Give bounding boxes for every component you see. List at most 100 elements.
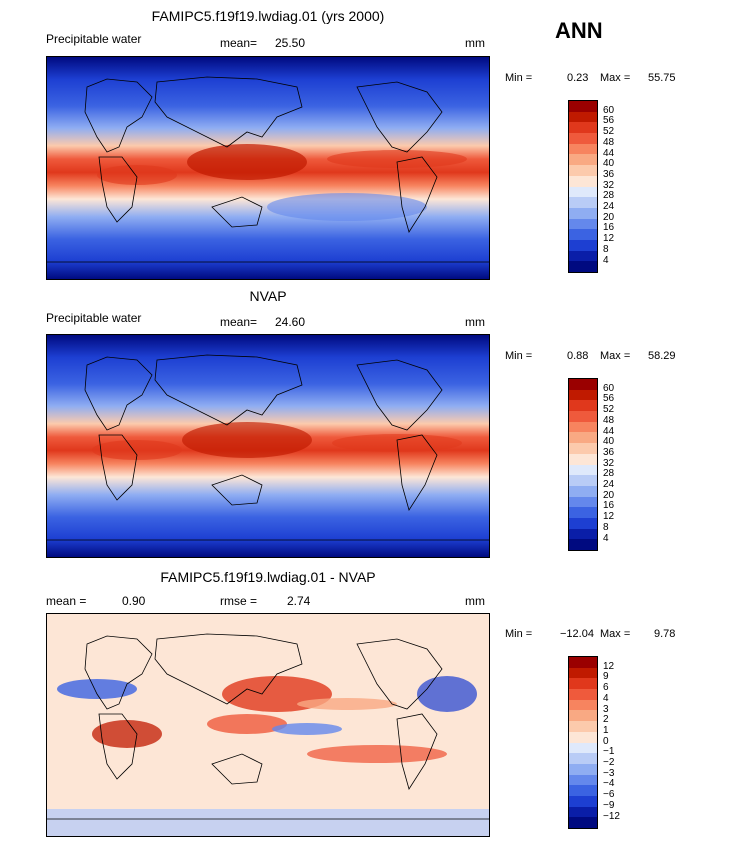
colorbar-swatch	[569, 742, 597, 754]
panel-3-map-field	[47, 614, 489, 836]
panel-3-rmse-value: 2.74	[287, 594, 311, 608]
colorbar-tick-label: 8	[603, 243, 609, 255]
panel-1-min-label: Min =	[505, 72, 533, 84]
colorbar-tick-label: 28	[603, 468, 615, 480]
colorbar-tick-label: 16	[603, 500, 615, 512]
colorbar-tick-label: 6	[603, 682, 609, 694]
colorbar-swatch	[569, 143, 597, 155]
panel-1-colorbar	[568, 100, 598, 273]
panel-2-units: mm	[465, 315, 485, 329]
colorbar-swatch	[569, 774, 597, 786]
panel-1-variable-label: Precipitable water	[46, 32, 142, 46]
colorbar-swatch	[569, 261, 597, 272]
colorbar-tick-label: 0	[603, 735, 609, 747]
colorbar-tick-label: −1	[603, 746, 615, 758]
colorbar-tick-label: 20	[603, 489, 615, 501]
colorbar-swatch	[569, 721, 597, 732]
colorbar-swatch	[569, 485, 597, 497]
colorbar-tick-label: 20	[603, 211, 615, 223]
colorbar-tick-label: −2	[603, 757, 615, 768]
colorbar-tick-label: 52	[603, 126, 615, 138]
colorbar-tick-label: 3	[603, 703, 609, 715]
panel-1-max-label: Max =	[600, 72, 631, 84]
panel-1-mean-label: mean=	[220, 36, 258, 50]
panel-3-map	[46, 613, 490, 837]
colorbar-tick-label: 56	[603, 393, 615, 405]
colorbar-tick-label: 48	[603, 136, 615, 148]
colorbar-swatch	[569, 133, 597, 144]
colorbar-swatch	[569, 111, 597, 123]
colorbar-swatch	[569, 753, 597, 764]
colorbar-tick-label: 24	[603, 479, 615, 490]
colorbar-tick-label: 60	[603, 104, 615, 116]
colorbar-swatch	[569, 507, 597, 518]
colorbar-swatch	[569, 464, 597, 476]
colorbar-tick-label: 40	[603, 436, 615, 448]
colorbar-tick-label: 4	[603, 254, 609, 266]
colorbar-tick-label: 12	[603, 660, 615, 672]
colorbar-tick-label: −4	[603, 778, 615, 790]
colorbar-tick-label: −3	[603, 767, 615, 779]
colorbar-tick-label: 60	[603, 382, 615, 394]
colorbar-tick-label: 52	[603, 404, 615, 416]
colorbar-tick-label: 36	[603, 168, 615, 180]
colorbar-tick-label: 4	[603, 692, 609, 704]
colorbar-swatch	[569, 517, 597, 529]
panel-2-mean-value: 24.60	[275, 315, 306, 329]
panel-1-title: FAMIPC5.f19f19.lwdiag.01 (yrs 2000)	[151, 8, 385, 24]
colorbar-tick-label: 56	[603, 115, 615, 127]
colorbar-swatch	[569, 389, 597, 401]
colorbar-tick-label: 12	[603, 511, 615, 523]
colorbar-swatch	[569, 528, 597, 540]
colorbar-tick-label: 1	[603, 724, 609, 736]
panel-3-mean-label: mean =	[46, 594, 87, 608]
panel-3-units: mm	[465, 594, 485, 608]
colorbar-tick-label: 36	[603, 446, 615, 458]
panel-3-rmse-label: rmse =	[220, 594, 258, 608]
colorbar-swatch	[569, 218, 597, 230]
colorbar-tick-label: 16	[603, 222, 615, 234]
colorbar-swatch	[569, 667, 597, 679]
colorbar-swatch	[569, 785, 597, 796]
colorbar-tick-label: 28	[603, 190, 615, 202]
colorbar-swatch	[569, 101, 597, 112]
colorbar-tick-label: 12	[603, 233, 615, 245]
colorbar-swatch	[569, 710, 597, 722]
panel-3-mean-value: 0.90	[122, 594, 146, 608]
colorbar-tick-label: 4	[603, 532, 609, 544]
panel-2-mean-label: mean=	[220, 315, 258, 329]
panel-3-title: FAMIPC5.f19f19.lwdiag.01 - NVAP	[160, 569, 376, 585]
colorbar-swatch	[569, 817, 597, 828]
colorbar-swatch	[569, 122, 597, 134]
panel-2-min-value: 0.88	[567, 350, 589, 362]
colorbar-swatch	[569, 421, 597, 433]
panel-2-max-label: Max =	[600, 350, 631, 362]
panel-1-units: mm	[465, 36, 485, 50]
colorbar-swatch	[569, 689, 597, 700]
colorbar-swatch	[569, 496, 597, 508]
panel-3-min-label: Min =	[505, 628, 533, 640]
colorbar-tick-label: 9	[603, 671, 609, 683]
colorbar-tick-label: 48	[603, 414, 615, 426]
colorbar-swatch	[569, 175, 597, 187]
season-label: ANN	[555, 18, 603, 43]
panel-2-title: NVAP	[249, 288, 287, 304]
colorbar-tick-label: −9	[603, 799, 615, 811]
colorbar-swatch	[569, 539, 597, 550]
colorbar-swatch	[569, 197, 597, 208]
colorbar-swatch	[569, 186, 597, 198]
colorbar-swatch	[569, 400, 597, 412]
colorbar-swatch	[569, 657, 597, 668]
colorbar-swatch	[569, 475, 597, 486]
colorbar-swatch	[569, 678, 597, 690]
colorbar-swatch	[569, 250, 597, 262]
colorbar-swatch	[569, 806, 597, 818]
panel-1-max-value: 55.75	[648, 72, 676, 84]
colorbar-tick-label: 44	[603, 425, 615, 437]
panel-2-map-field	[47, 335, 489, 557]
panel-2-map	[46, 334, 490, 558]
colorbar-swatch	[569, 763, 597, 775]
panel-2-variable-label: Precipitable water	[46, 311, 142, 325]
colorbar-swatch	[569, 165, 597, 176]
colorbar-swatch	[569, 207, 597, 219]
